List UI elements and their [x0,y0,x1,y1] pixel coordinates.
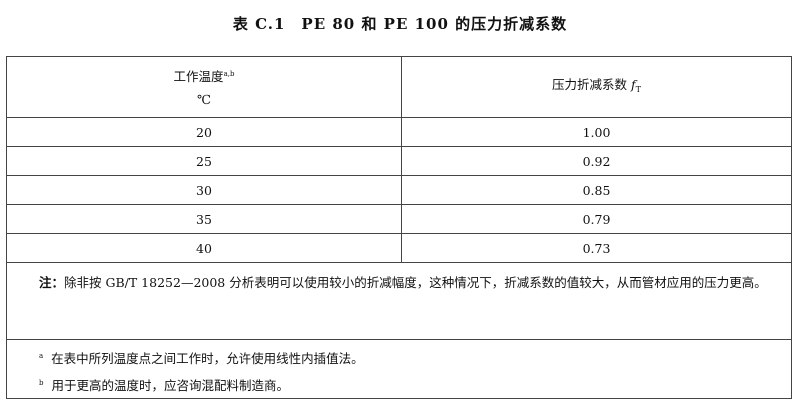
footnote-text: 用于更高的温度时，应咨询混配料制造商。 [51,378,289,394]
table-title: 表 C.1 PE 80 和 PE 100 的压力折减系数 [232,15,568,33]
footnote-a: a 在表中所列温度点之间工作时，允许使用线性内插值法。 [39,344,781,371]
factor-cell: 0.92 [401,146,792,176]
note-row: 注：除非按 GB/T 18252—2008 分析表明可以使用较小的折减幅度，这种… [6,262,792,340]
footnotes-row: a 在表中所列温度点之间工作时，允许使用线性内插值法。 b 用于更高的温度时，应… [6,338,792,400]
table-row: 40 0.73 [6,233,792,263]
footnote-mark: b [39,379,44,388]
factor-cell: 0.79 [401,204,792,234]
temp-cell: 35 [6,204,402,234]
note-label: 注： [39,275,65,290]
header-temperature: 工作温度a,b ℃ [6,56,402,118]
table-row: 25 0.92 [6,146,792,176]
pressure-reduction-table: 工作温度a,b ℃ 压力折减系数 fT 20 1.00 25 0.92 30 0.85 … [6,56,792,400]
footnote-mark: a [39,352,44,360]
footnote-text: 在表中所列温度点之间工作时，允许使用线性内插值法。 [51,351,364,367]
note-cell: 注：除非按 GB/T 18252—2008 分析表明可以使用较小的折减幅度，这种… [6,262,792,340]
header-temperature-label: 工作温度 [173,69,224,85]
table-row: 20 1.00 [6,117,792,147]
temp-cell: 30 [6,175,402,205]
table-row: 35 0.79 [6,204,792,234]
factor-cell: 0.85 [401,175,792,205]
header-factor-label: 压力折减系数 [552,76,631,92]
header-factor: 压力折减系数 fT [401,56,792,118]
header-temperature-unit: ℃ [197,91,211,107]
temp-cell: 40 [6,233,402,263]
footnote-b: b 用于更高的温度时，应咨询混配料制造商。 [39,371,781,398]
temp-cell: 25 [6,146,402,176]
footnote-ref: a,b [223,70,235,79]
factor-symbol: f [631,76,636,92]
table-row: 30 0.85 [6,175,792,205]
temp-cell: 20 [6,117,402,147]
factor-subscript: T [635,84,641,94]
table-header-row: 工作温度a,b ℃ 压力折减系数 fT [6,56,792,118]
factor-cell: 1.00 [401,117,792,147]
note-text: 除非按 GB/T 18252—2008 分析表明可以使用较小的折减幅度，这种情况… [64,275,767,290]
factor-cell: 0.73 [401,233,792,263]
footnotes-cell: a 在表中所列温度点之间工作时，允许使用线性内插值法。 b 用于更高的温度时，应… [6,338,792,400]
